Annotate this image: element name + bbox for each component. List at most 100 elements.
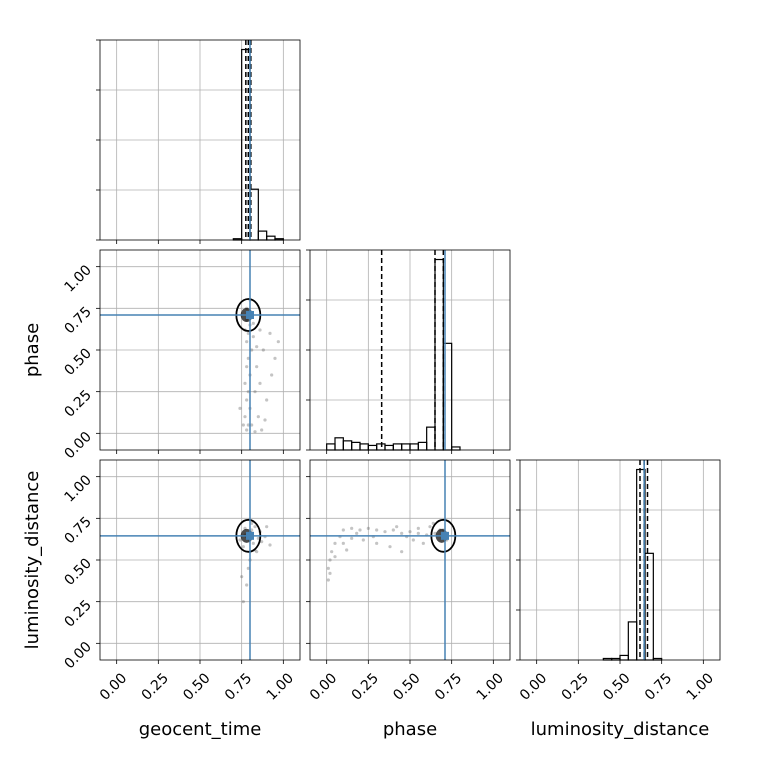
- hist-luminosity_distance-xtick-label-4: 1.00: [684, 670, 717, 703]
- scatter-phase-vs-luminosity_distance-point-11: [391, 528, 395, 532]
- scatter-phase-vs-luminosity_distance-point-35: [395, 525, 399, 529]
- scatter-geocent_time-vs-luminosity_distance-xtick-label-3: 0.75: [222, 670, 255, 703]
- hist-phase-bar-10: [409, 443, 419, 451]
- hist-luminosity_distance-bar-2: [619, 654, 629, 661]
- scatter-geocent_time-vs-phase-point-29: [238, 406, 242, 410]
- scatter-phase-vs-luminosity_distance-point-12: [400, 531, 404, 535]
- scatter-geocent_time-vs-phase-point-18: [251, 335, 255, 339]
- scatter-geocent_time-vs-phase-point-9: [246, 356, 250, 360]
- xlabel-luminosity_distance: luminosity_distance: [531, 719, 710, 740]
- scatter-geocent_time-vs-luminosity_distance-point-16: [250, 521, 254, 525]
- scatter-phase-vs-luminosity_distance-truth-marker: [441, 531, 449, 540]
- scatter-geocent_time-vs-luminosity_distance-point-13: [245, 583, 249, 587]
- hist-luminosity_distance-bar-5: [644, 552, 654, 661]
- scatter-phase-vs-luminosity_distance-point-14: [416, 531, 420, 535]
- scatter-phase-vs-luminosity_distance-point-26: [361, 538, 365, 542]
- scatter-geocent_time-vs-luminosity_distance-ytick-label-4: 1.00: [61, 472, 94, 505]
- scatter-geocent_time-vs-phase-point-20: [258, 381, 262, 385]
- hist-geocent_time-bar-3: [257, 230, 268, 241]
- hist-phase-bar-13: [434, 258, 444, 451]
- scatter-geocent_time-vs-phase-point-37: [251, 321, 255, 325]
- scatter-phase-vs-luminosity_distance-point-5: [341, 528, 345, 532]
- hist-phase-bar-5: [367, 444, 378, 451]
- scatter-geocent_time-vs-phase-point-8: [245, 365, 249, 369]
- scatter-phase-vs-luminosity_distance-point-20: [428, 525, 432, 529]
- hist-phase-bar-12: [426, 426, 436, 451]
- scatter-geocent_time-vs-phase-point-10: [250, 348, 254, 352]
- hist-phase-bar-11: [417, 441, 428, 451]
- scatter-phase-vs-luminosity_distance-xtick-label-3: 0.75: [432, 670, 465, 703]
- scatter-geocent_time-vs-luminosity_distance-truth-marker: [246, 531, 254, 540]
- scatter-phase-vs-luminosity_distance-point-33: [355, 531, 359, 535]
- scatter-geocent_time-vs-luminosity_distance-point-20: [268, 543, 272, 547]
- xlabel-phase: phase: [383, 719, 437, 740]
- scatter-phase-vs-luminosity_distance-xtick-label-4: 1.00: [474, 670, 507, 703]
- scatter-geocent_time-vs-phase-point-22: [265, 398, 269, 402]
- hist-phase-bar-4: [359, 443, 369, 451]
- scatter-geocent_time-vs-phase-point-33: [263, 418, 267, 422]
- scatter-geocent_time-vs-phase-point-2: [243, 415, 247, 419]
- hist-phase-bar-15: [451, 446, 461, 451]
- scatter-geocent_time-vs-phase-point-28: [276, 340, 280, 344]
- scatter-geocent_time-vs-phase-point-4: [245, 398, 249, 402]
- scatter-geocent_time-vs-phase-point-39: [258, 328, 262, 332]
- hist-luminosity_distance-xtick-label-2: 0.50: [600, 670, 633, 703]
- scatter-geocent_time-vs-phase-ytick-label-2: 0.50: [61, 346, 94, 379]
- scatter-phase-vs-luminosity_distance-point-9: [375, 528, 379, 532]
- scatter-phase-vs-luminosity_distance-point-7: [358, 528, 362, 532]
- scatter-phase-vs-luminosity_distance-xtick-label-2: 0.50: [390, 670, 423, 703]
- ylabel-luminosity_distance: luminosity_distance: [22, 471, 43, 650]
- scatter-geocent_time-vs-luminosity_distance-ytick-label-2: 0.50: [61, 556, 94, 589]
- scatter-geocent_time-vs-luminosity_distance-xtick-label-0: 0.00: [97, 670, 130, 703]
- scatter-phase-vs-luminosity_distance-point-29: [333, 555, 337, 559]
- scatter-geocent_time-vs-luminosity_distance-point-6: [253, 525, 257, 529]
- scatter-geocent_time-vs-phase-point-0: [245, 428, 249, 432]
- scatter-phase-vs-luminosity_distance-point-23: [400, 550, 404, 554]
- scatter-geocent_time-vs-phase-ytick-label-4: 1.00: [61, 262, 94, 295]
- scatter-geocent_time-vs-luminosity_distance-ytick-label-0: 0.00: [61, 639, 94, 672]
- scatter-phase-vs-luminosity_distance-point-25: [375, 541, 379, 545]
- scatter-geocent_time-vs-phase-point-26: [241, 423, 245, 427]
- scatter-geocent_time-vs-phase-point-1: [246, 423, 250, 427]
- hist-phase-bar-0: [326, 443, 336, 451]
- scatter-phase-vs-luminosity_distance-point-24: [388, 545, 392, 549]
- scatter-phase-vs-luminosity_distance-point-8: [366, 526, 370, 530]
- scatter-geocent_time-vs-phase-point-38: [255, 345, 259, 349]
- hist-luminosity_distance-xtick-label-0: 0.00: [517, 670, 550, 703]
- hist-geocent_time-bar-4: [266, 235, 276, 241]
- hist-phase-bar-6: [376, 443, 386, 451]
- scatter-geocent_time-vs-phase-point-11: [245, 340, 249, 344]
- scatter-phase-vs-luminosity_distance-point-1: [328, 558, 332, 562]
- scatter-geocent_time-vs-luminosity_distance-xtick-label-4: 1.00: [264, 670, 297, 703]
- scatter-phase-vs-luminosity_distance-point-13: [408, 530, 412, 534]
- scatter-phase-vs-luminosity_distance-point-22: [411, 538, 415, 542]
- scatter-phase-vs-luminosity_distance-point-28: [341, 541, 345, 545]
- scatter-geocent_time-vs-luminosity_distance-xtick-label-1: 0.25: [139, 670, 172, 703]
- scatter-geocent_time-vs-luminosity_distance-ytick-label-1: 0.25: [61, 597, 94, 630]
- xlabel-geocent_time: geocent_time: [139, 719, 262, 740]
- scatter-geocent_time-vs-phase-truth-marker: [246, 311, 254, 319]
- scatter-geocent_time-vs-luminosity_distance-point-8: [255, 550, 259, 554]
- scatter-phase-vs-luminosity_distance-point-30: [328, 571, 332, 575]
- scatter-geocent_time-vs-luminosity_distance-point-18: [260, 540, 264, 544]
- scatter-geocent_time-vs-luminosity_distance-point-12: [246, 566, 250, 570]
- scatter-geocent_time-vs-phase-ytick-label-0: 0.00: [61, 429, 94, 462]
- scatter-geocent_time-vs-phase-point-32: [260, 428, 264, 432]
- scatter-geocent_time-vs-phase-point-30: [250, 423, 254, 427]
- hist-phase-bar-3: [351, 441, 361, 451]
- scatter-geocent_time-vs-luminosity_distance-point-5: [251, 541, 255, 545]
- scatter-geocent_time-vs-luminosity_distance-point-7: [241, 545, 245, 549]
- hist-luminosity_distance-xtick-label-1: 0.25: [559, 670, 592, 703]
- scatter-phase-vs-luminosity_distance-point-31: [326, 578, 330, 582]
- scatter-phase-vs-luminosity_distance-point-37: [416, 526, 420, 530]
- scatter-geocent_time-vs-luminosity_distance-xtick-label-2: 0.50: [180, 670, 213, 703]
- scatter-phase-vs-luminosity_distance-point-0: [326, 566, 330, 570]
- scatter-geocent_time-vs-phase-point-6: [243, 381, 247, 385]
- scatter-geocent_time-vs-phase-point-23: [268, 331, 272, 335]
- scatter-geocent_time-vs-phase-ytick-label-3: 0.75: [61, 304, 94, 337]
- scatter-geocent_time-vs-luminosity_distance-ytick-label-3: 0.75: [61, 514, 94, 547]
- scatter-phase-vs-luminosity_distance-point-27: [350, 536, 354, 540]
- hist-luminosity_distance-bar-3: [627, 621, 638, 661]
- hist-phase-bar-9: [401, 443, 411, 451]
